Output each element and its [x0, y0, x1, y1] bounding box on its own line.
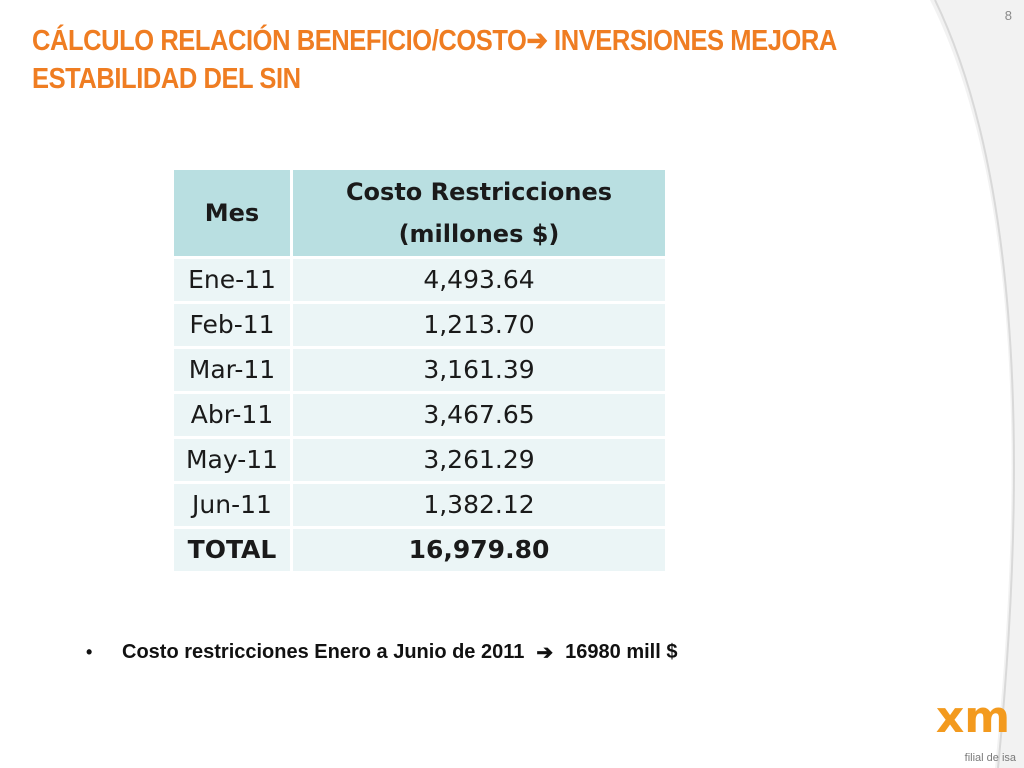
cell-costo: 3,261.29 — [293, 439, 665, 481]
summary-bullet: • Costo restricciones Enero a Junio de 2… — [86, 640, 677, 665]
cell-costo: 4,493.64 — [293, 259, 665, 301]
total-label: TOTAL — [174, 529, 293, 571]
table-row: Ene-11 4,493.64 — [174, 259, 665, 301]
slide-title: CÁLCULO RELACIÓN BENEFICIO/COSTO➔ INVERS… — [32, 22, 850, 98]
cell-mes: Feb-11 — [174, 304, 293, 346]
cell-mes: Ene-11 — [174, 259, 293, 301]
table-header-row: Mes Costo Restricciones (millones $) — [174, 170, 665, 256]
table-row: Jun-11 1,382.12 — [174, 484, 665, 526]
logo-caption: filial de isa — [964, 752, 1016, 764]
arrow-right-icon: ➔ — [536, 642, 554, 664]
bullet-text-after: 16980 mill $ — [565, 641, 678, 663]
cost-table: Mes Costo Restricciones (millones $) Ene… — [174, 167, 665, 574]
header-costo: Costo Restricciones (millones $) — [293, 170, 665, 256]
table-row: Abr-11 3,467.65 — [174, 394, 665, 436]
cell-mes: Mar-11 — [174, 349, 293, 391]
cell-costo: 3,161.39 — [293, 349, 665, 391]
title-line-2: ESTABILIDAD DEL SIN — [32, 63, 301, 95]
header-mes: Mes — [174, 170, 293, 256]
xm-logo-mark: xm — [936, 692, 1010, 743]
title-part-1: CÁLCULO RELACIÓN BENEFICIO/COSTO — [32, 25, 527, 57]
total-value: 16,979.80 — [293, 529, 665, 571]
slide-number: 8 — [1004, 8, 1012, 23]
table-row: Mar-11 3,161.39 — [174, 349, 665, 391]
bullet-text-before: Costo restricciones Enero a Junio de 201… — [122, 641, 525, 663]
cell-costo: 1,213.70 — [293, 304, 665, 346]
cell-mes: May-11 — [174, 439, 293, 481]
xm-logo: xm — [936, 692, 1010, 743]
table-total-row: TOTAL 16,979.80 — [174, 529, 665, 571]
title-line-1: CÁLCULO RELACIÓN BENEFICIO/COSTO➔ INVERS… — [32, 22, 850, 60]
cell-mes: Jun-11 — [174, 484, 293, 526]
cell-mes: Abr-11 — [174, 394, 293, 436]
cell-costo: 1,382.12 — [293, 484, 665, 526]
table-row: May-11 3,261.29 — [174, 439, 665, 481]
cell-costo: 3,467.65 — [293, 394, 665, 436]
arrow-right-icon: ➔ — [526, 25, 548, 57]
title-part-2: INVERSIONES MEJORA — [547, 25, 837, 57]
bullet-dot-icon: • — [86, 642, 93, 662]
table-row: Feb-11 1,213.70 — [174, 304, 665, 346]
